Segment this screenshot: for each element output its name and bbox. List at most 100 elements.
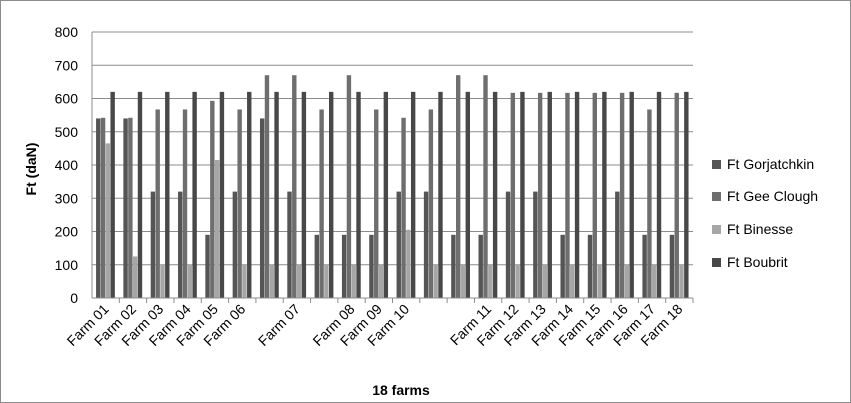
bar-ft-gee-clough — [510, 92, 516, 298]
y-tick-label: 500 — [55, 124, 79, 140]
bar-ft-boubrit — [110, 91, 115, 298]
bar-ft-boubrit — [329, 91, 334, 298]
bar-ft-gorjatchkin — [314, 234, 320, 298]
bar-ft-binesse — [597, 264, 602, 298]
bar-ft-gorjatchkin — [451, 234, 456, 298]
legend-swatch — [712, 160, 721, 169]
bar-ft-binesse — [296, 264, 302, 298]
y-tick-label: 600 — [55, 91, 79, 107]
bar-ft-binesse — [488, 264, 493, 298]
bar-ft-boubrit — [438, 91, 443, 298]
bar-ft-binesse — [378, 264, 384, 298]
legend-label: Ft Gee Clough — [727, 188, 818, 204]
bar-ft-binesse — [269, 264, 274, 298]
bar-ft-gorjatchkin — [123, 118, 128, 298]
bar-ft-gee-clough — [264, 75, 270, 298]
bar-ft-boubrit — [629, 91, 634, 298]
bar-ft-gorjatchkin — [178, 191, 183, 298]
bar-ft-boubrit — [492, 91, 498, 298]
bar-ft-gee-clough — [455, 75, 461, 298]
y-tick-label: 200 — [55, 224, 79, 240]
bar-ft-binesse — [542, 264, 548, 298]
bar-ft-gee-clough — [319, 109, 324, 298]
bar-ft-gorjatchkin — [615, 191, 620, 298]
y-tick-label: 700 — [55, 57, 79, 73]
bar-ft-boubrit — [247, 91, 252, 298]
bar-ft-gorjatchkin — [96, 118, 101, 298]
bar-ft-binesse — [515, 264, 520, 298]
bar-ft-boubrit — [137, 91, 143, 298]
legend-swatch — [712, 258, 721, 267]
bar-ft-gorjatchkin — [533, 191, 538, 298]
bar-ft-binesse — [324, 264, 329, 298]
bar-ft-boubrit — [547, 91, 552, 298]
bar-ft-boubrit — [520, 91, 525, 298]
legend-label: Ft Boubrit — [727, 254, 788, 270]
bar-ft-binesse — [679, 264, 684, 298]
bar-ft-boubrit — [684, 91, 689, 298]
bar-ft-gee-clough — [537, 92, 543, 298]
bar-ft-gee-clough — [100, 117, 106, 298]
bar-ft-boubrit — [574, 91, 580, 298]
bar-ft-gee-clough — [182, 109, 188, 298]
gridlines — [92, 31, 693, 266]
bar-ft-binesse — [433, 264, 438, 298]
bar-ft-gee-clough — [619, 92, 625, 298]
bar-ft-gee-clough — [155, 109, 160, 298]
bar-ft-binesse — [214, 160, 220, 298]
bar-ft-gee-clough — [565, 92, 570, 298]
bar-ft-boubrit — [465, 91, 470, 298]
bar-ft-gee-clough — [128, 117, 133, 298]
bar-ft-boubrit — [602, 91, 607, 298]
bar-ft-gorjatchkin — [259, 118, 265, 298]
bar-ft-binesse — [652, 264, 657, 298]
legend: Ft Gorjatchkin Ft Gee Clough Ft Binesse Ft … — [712, 156, 818, 270]
y-axis-title: Ft (daN) — [23, 143, 39, 196]
bar-ft-boubrit — [165, 91, 170, 298]
y-tick-label: 300 — [55, 190, 79, 206]
legend-label: Ft Gorjatchkin — [727, 156, 814, 172]
legend-label: Ft Binesse — [727, 221, 793, 237]
bar-ft-gorjatchkin — [669, 234, 675, 298]
bar-ft-gee-clough — [674, 92, 679, 298]
bar-ft-gee-clough — [346, 75, 352, 298]
bar-ft-gee-clough — [210, 100, 215, 298]
bar-ft-gee-clough — [292, 75, 297, 298]
bar-ft-binesse — [460, 264, 466, 298]
bar-ft-gee-clough — [483, 75, 488, 298]
bar-ft-gorjatchkin — [232, 191, 238, 298]
legend-swatch — [712, 225, 721, 234]
bar-ft-gorjatchkin — [478, 234, 483, 298]
bar-ft-binesse — [160, 264, 165, 298]
bar-ft-binesse — [406, 229, 411, 298]
bar-ft-gorjatchkin — [287, 191, 292, 298]
bar-ft-binesse — [105, 143, 111, 298]
bar-ft-binesse — [351, 264, 356, 298]
bar-ft-gorjatchkin — [423, 191, 429, 298]
bar-ft-gee-clough — [237, 109, 242, 298]
bar-ft-boubrit — [192, 91, 197, 298]
bar-ft-boubrit — [219, 91, 225, 298]
bar-ft-boubrit — [410, 91, 416, 298]
bar-ft-boubrit — [274, 91, 279, 298]
bar-ft-gorjatchkin — [560, 234, 565, 298]
bar-ft-gorjatchkin — [396, 191, 401, 298]
legend-swatch — [712, 192, 721, 201]
bar-ft-gorjatchkin — [205, 234, 210, 298]
bar-ft-gorjatchkin — [150, 191, 156, 298]
y-tick-label: 800 — [55, 24, 79, 40]
bar-ft-boubrit — [301, 91, 307, 298]
bar-ft-gee-clough — [647, 109, 652, 298]
bar-ft-binesse — [570, 264, 575, 298]
bar-ft-binesse — [624, 264, 630, 298]
bar-ft-gorjatchkin — [587, 234, 593, 298]
y-tick-label: 100 — [55, 257, 79, 273]
y-tick-label: 400 — [55, 157, 79, 173]
bar-ft-boubrit — [656, 91, 662, 298]
bar-ft-binesse — [242, 264, 247, 298]
x-tick-label: Farm 07 — [255, 301, 303, 349]
bar-ft-gee-clough — [592, 92, 597, 298]
